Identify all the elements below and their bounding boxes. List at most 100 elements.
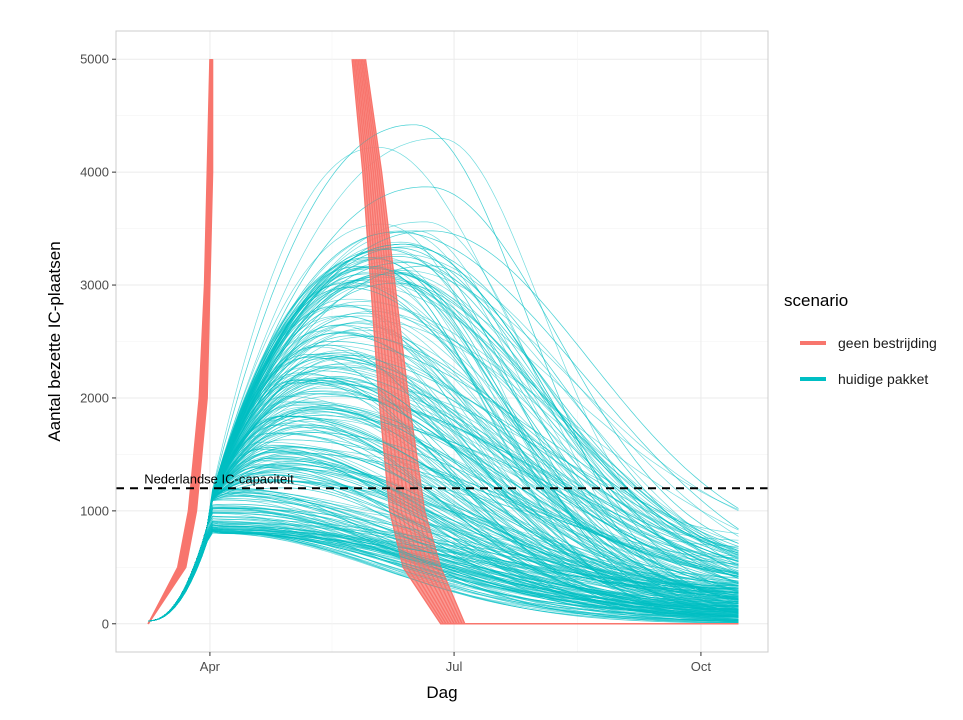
series-line-huidige-pakket	[148, 463, 739, 622]
y-tick-label: 2000	[80, 390, 109, 405]
series-line-huidige-pakket	[148, 530, 739, 622]
series-line-huidige-pakket	[148, 282, 739, 622]
series-line-huidige-pakket	[148, 479, 739, 622]
series-line-huidige-pakket	[148, 463, 739, 622]
series-line-huidige-pakket	[148, 266, 739, 622]
series-line-huidige-pakket	[148, 266, 739, 622]
series-line-huidige-pakket	[148, 522, 739, 622]
series-line-huidige-pakket	[148, 471, 739, 622]
capacity-label: Nederlandse IC-capaciteit	[144, 471, 294, 486]
series-line-huidige-pakket	[148, 528, 739, 622]
series-line-huidige-pakket	[148, 358, 739, 622]
series-line-huidige-pakket	[148, 376, 739, 622]
series-line-huidige-pakket	[148, 464, 739, 622]
series-line-huidige-pakket	[148, 460, 739, 622]
series-line-huidige-pakket	[148, 530, 739, 622]
series-line-huidige-pakket	[148, 527, 739, 622]
series-line-huidige-pakket	[148, 492, 739, 622]
series-line-huidige-pakket	[148, 354, 739, 622]
series-line-huidige-pakket	[148, 529, 739, 622]
series-line-huidige-pakket	[148, 529, 739, 622]
series-line-huidige-pakket	[148, 378, 739, 622]
series-line-huidige-pakket	[148, 273, 739, 622]
series-line-huidige-pakket	[148, 258, 739, 622]
series-line-huidige-pakket	[148, 405, 739, 622]
grid-lines	[116, 31, 768, 652]
series-line-huidige-pakket	[148, 527, 739, 622]
series-line-huidige-pakket	[148, 521, 739, 622]
band-geen-bestrijding-rise	[148, 59, 213, 624]
series-line-huidige-pakket	[148, 526, 739, 622]
series-line-huidige-pakket	[148, 415, 739, 622]
series-line-huidige-pakket	[148, 432, 739, 622]
series-line-huidige-pakket	[148, 522, 739, 622]
x-axis-ticks: Apr Jul Oct	[200, 652, 711, 674]
series-line-huidige-pakket	[148, 530, 739, 622]
series-line-huidige-pakket	[148, 448, 739, 622]
y-tick-label: 0	[102, 616, 109, 631]
series-line-huidige-pakket	[148, 445, 739, 622]
series-line-huidige-pakket	[148, 415, 739, 622]
series-line-huidige-pakket	[148, 463, 739, 622]
series-line-huidige-pakket	[148, 456, 739, 622]
series-line-huidige-pakket	[148, 332, 739, 622]
series-line-huidige-pakket	[148, 526, 739, 622]
panel-border	[115, 30, 769, 653]
series-line-huidige-pakket	[148, 489, 739, 622]
series-line-huidige-pakket	[148, 432, 739, 622]
series-line-huidige-pakket	[148, 287, 739, 622]
series-line-huidige-pakket	[148, 372, 739, 622]
series-line-huidige-pakket	[148, 515, 739, 622]
series-line-huidige-pakket	[148, 524, 739, 622]
x-tick-label: Jul	[446, 659, 463, 674]
series-line-huidige-pakket	[148, 256, 739, 622]
series-line-huidige-pakket	[148, 273, 739, 622]
panel-border-rect	[115, 30, 769, 653]
series-line-huidige-pakket	[148, 408, 739, 622]
x-tick-label: Apr	[200, 659, 221, 674]
series-line-huidige-pakket	[148, 531, 739, 622]
series-line-huidige-pakket	[148, 439, 739, 622]
series-line-huidige-pakket	[148, 408, 739, 622]
series-line-huidige-pakket	[148, 370, 739, 622]
series-line-huidige-pakket	[148, 247, 739, 622]
series-line-huidige-pakket	[148, 487, 739, 622]
series-line-huidige-pakket	[148, 456, 739, 622]
series-line-huidige-pakket	[148, 507, 739, 622]
series-line-huidige-pakket	[148, 298, 739, 622]
series-line-huidige-pakket	[148, 420, 739, 622]
series-line-huidige-pakket	[148, 268, 739, 622]
series-line-huidige-pakket	[148, 257, 739, 622]
series-line-huidige-pakket	[148, 474, 739, 622]
series-line-huidige-pakket	[148, 488, 739, 622]
series-line-huidige-pakket	[148, 416, 739, 622]
series-line-huidige-pakket	[148, 518, 739, 622]
capacity-reference: Nederlandse IC-capaciteit	[116, 471, 768, 490]
series-line-huidige-pakket	[148, 231, 739, 622]
series-line-huidige-pakket	[148, 247, 739, 622]
y-axis-ticks: 0 1000 2000 3000 4000 5000	[80, 52, 116, 631]
x-axis-title: Dag	[426, 683, 457, 702]
series-line-huidige-pakket	[148, 382, 739, 622]
series-line-huidige-pakket	[148, 124, 739, 622]
series-line-huidige-pakket	[148, 511, 739, 622]
series-line-huidige-pakket	[148, 449, 739, 622]
series-line-huidige-pakket	[148, 524, 739, 622]
series-line-huidige-pakket	[148, 447, 739, 622]
series-line-huidige-pakket	[148, 243, 739, 622]
series-line-huidige-pakket	[148, 529, 739, 622]
series-line-huidige-pakket	[148, 412, 739, 622]
series-line-huidige-pakket	[148, 364, 739, 622]
series-line-huidige-pakket	[148, 508, 739, 622]
series-line-huidige-pakket	[148, 374, 739, 622]
series-line-huidige-pakket	[148, 344, 739, 622]
series-line-huidige-pakket	[148, 332, 739, 622]
series-line-huidige-pakket	[148, 395, 739, 622]
series-line-huidige-pakket	[148, 393, 739, 622]
series-line-huidige-pakket	[148, 362, 739, 622]
band-geen-bestrijding-fall	[352, 59, 465, 624]
series-line-huidige-pakket	[148, 349, 739, 622]
series-line-huidige-pakket	[148, 498, 739, 622]
series-line-huidige-pakket	[148, 230, 739, 622]
